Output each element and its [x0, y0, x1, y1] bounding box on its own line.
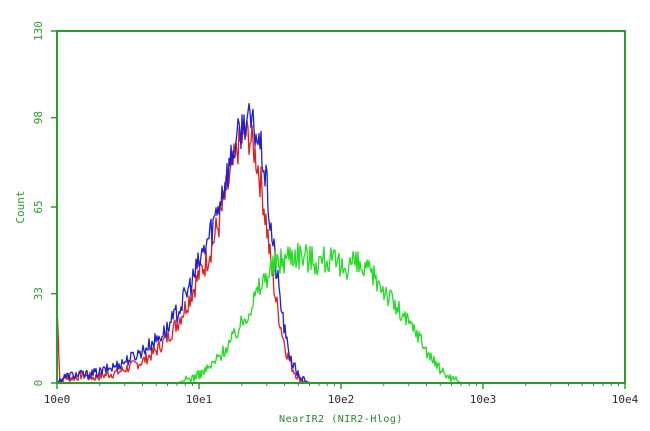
y-tick-label: 0 [32, 380, 45, 387]
y-axis-title: Count [14, 190, 27, 223]
series-layer [56, 102, 462, 384]
y-tick-label: 33 [32, 287, 45, 300]
x-axis-title: NearIR2 (NIR2-Hlog) [279, 414, 403, 425]
y-tick-label: 130 [32, 21, 45, 41]
x-tick-label: 10e1 [186, 393, 213, 406]
y-axis-ticks: 0 33 65 98 130 [32, 21, 57, 386]
y-tick-label: 65 [32, 200, 45, 213]
x-tick-label: 10e2 [328, 393, 355, 406]
series-line-3 [176, 242, 462, 384]
series-line-2 [56, 102, 341, 384]
x-axis-ticks: 10e0 10e1 10e2 10e3 10e4 [44, 383, 639, 406]
x-tick-label: 10e0 [44, 393, 71, 406]
series-line-1 [56, 119, 341, 384]
x-tick-label: 10e3 [470, 393, 497, 406]
x-tick-label: 10e4 [612, 393, 639, 406]
y-tick-label: 98 [32, 111, 45, 124]
